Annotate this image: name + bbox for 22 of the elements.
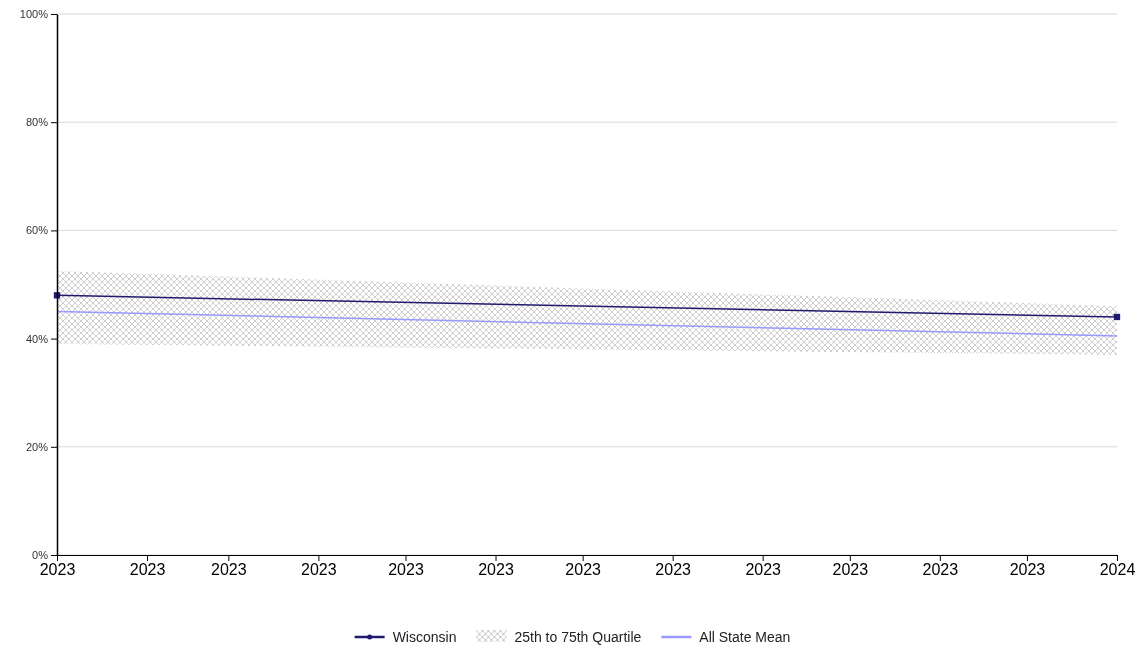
legend-label: All State Mean [699,629,791,645]
y-tick-label: 100% [19,8,49,21]
y-tick-label: 0% [32,549,49,562]
x-tick-label: 2023 [129,561,166,579]
x-tick-label: 2023 [565,561,602,579]
x-tick-label: 2023 [745,561,782,579]
x-tick-label: 2023 [39,561,76,579]
x-tick-label: 2023 [211,561,247,579]
y-tick-label: 20% [25,440,49,453]
x-tick-label: 2023 [832,561,869,579]
x-tick-label: 2023 [478,561,514,579]
legend-label: 25th to 75th Quartile [514,629,642,645]
x-tick-label: 2023 [655,561,692,579]
legend-label: Wisconsin [392,629,457,645]
x-tick-label: 2023 [388,561,424,579]
y-tick-label: 80% [25,116,49,129]
x-tick-label: 2024 [1099,561,1136,579]
y-tick-label: 40% [25,332,49,345]
y-tick-label: 60% [25,224,49,237]
x-tick-label: 2023 [1009,561,1046,579]
x-tick-label: 2023 [301,561,337,579]
x-tick-label: 2023 [922,561,959,579]
